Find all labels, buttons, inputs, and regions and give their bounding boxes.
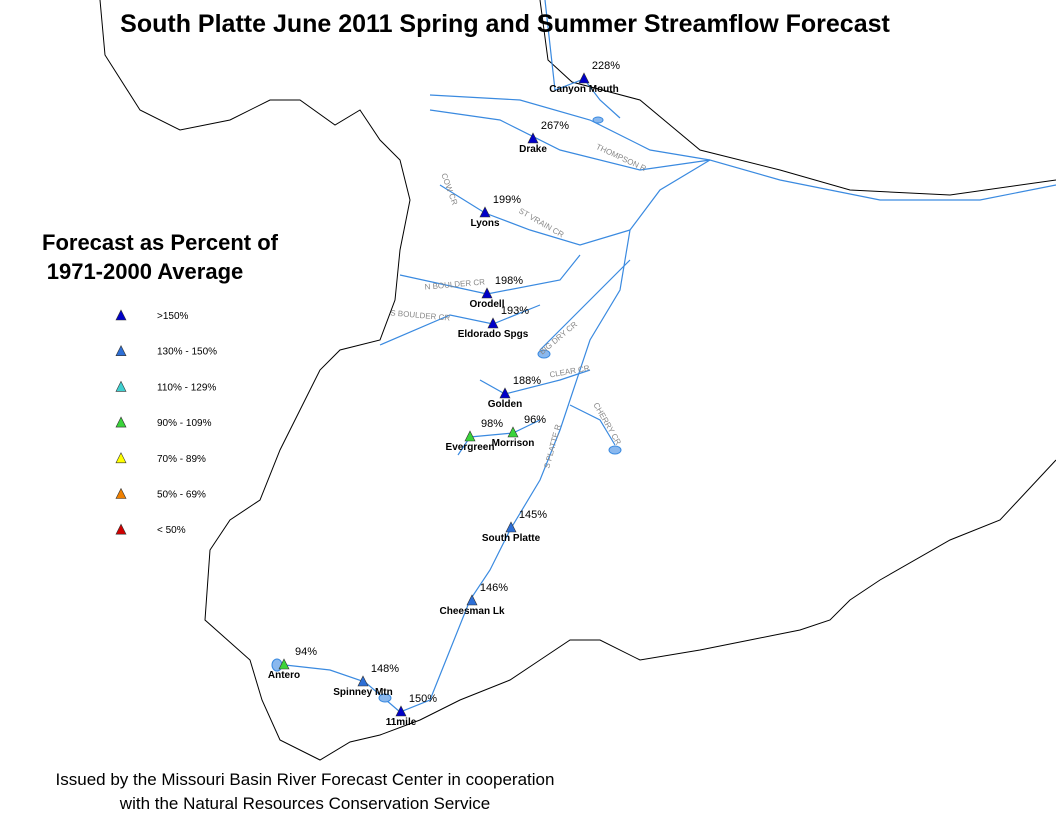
station-percent: 198%	[495, 275, 523, 287]
reservoir	[608, 445, 622, 455]
legend-title: 1971-2000 Average	[47, 259, 244, 284]
footer-text: with the Natural Resources Conservation …	[119, 794, 490, 813]
river	[399, 254, 581, 295]
footer-text: Issued by the Missouri Basin River Forec…	[56, 770, 555, 789]
legend-symbol	[115, 487, 127, 499]
legend-label: 130% - 150%	[157, 347, 217, 358]
station-percent: 148%	[371, 663, 399, 675]
station-percent: 188%	[513, 375, 541, 387]
station-marker	[578, 72, 590, 84]
reservoir	[537, 349, 551, 359]
legend-symbol	[115, 452, 127, 464]
station-percent: 193%	[501, 305, 529, 317]
station-marker	[507, 426, 519, 438]
station-name: Evergreen	[446, 442, 495, 453]
station-marker	[395, 705, 407, 717]
station-name: Orodell	[469, 299, 504, 310]
reservoir	[592, 116, 604, 124]
station-percent: 228%	[592, 60, 620, 72]
river	[429, 109, 711, 171]
station-name: Morrison	[492, 438, 535, 449]
station-marker	[499, 387, 511, 399]
legend-symbol	[115, 523, 127, 535]
legend-symbol	[115, 309, 127, 321]
station-name: Canyon Mouth	[549, 84, 618, 95]
legend-symbol	[115, 416, 127, 428]
station-marker	[466, 594, 478, 606]
river-label: THOMPSON R	[595, 142, 648, 173]
river-label: ST VRAIN CR	[517, 206, 565, 239]
river	[429, 94, 711, 161]
river	[479, 369, 591, 395]
river-label: CHERRY CR	[591, 401, 623, 447]
map-title: South Platte June 2011 Spring and Summer…	[120, 10, 890, 38]
station-name: Lyons	[470, 218, 500, 229]
basin-boundary	[539, 0, 1056, 196]
legend-label: 90% - 109%	[157, 418, 212, 429]
river	[457, 419, 541, 456]
station-name: 11mile	[386, 717, 417, 728]
legend-label: 70% - 89%	[157, 454, 206, 465]
reservoir	[378, 693, 392, 703]
station-name: Spinney Mtn	[333, 687, 392, 698]
legend-label: < 50%	[157, 525, 186, 536]
river	[539, 259, 631, 351]
river-label: N BOULDER CR	[424, 277, 485, 291]
station-marker	[487, 317, 499, 329]
river-label: COW CR	[439, 172, 459, 207]
station-name: Antero	[268, 670, 300, 681]
legend-title: Forecast as Percent of	[42, 230, 279, 255]
station-marker	[278, 658, 290, 670]
legend-label: 50% - 69%	[157, 490, 206, 501]
station-marker	[357, 675, 369, 687]
legend-symbol	[115, 380, 127, 392]
station-percent: 146%	[480, 582, 508, 594]
river-label: BIG DRY CR	[538, 320, 579, 357]
station-percent: 150%	[409, 693, 437, 705]
river	[284, 159, 1056, 713]
legend-label: 110% - 129%	[157, 382, 216, 393]
station-marker	[505, 521, 517, 533]
station-name: Eldorado Spgs	[458, 329, 529, 340]
station-marker	[464, 430, 476, 442]
station-percent: 145%	[519, 509, 547, 521]
station-name: Drake	[519, 144, 547, 155]
station-marker	[481, 287, 493, 299]
station-percent: 96%	[524, 414, 546, 426]
station-marker	[527, 132, 539, 144]
river-label: S PLATTE R	[542, 423, 562, 469]
station-name: South Platte	[482, 533, 541, 544]
station-percent: 199%	[493, 194, 521, 206]
river-label: S BOULDER CR	[390, 308, 451, 322]
legend-symbol	[115, 345, 127, 357]
river	[439, 184, 631, 246]
basin-boundary	[99, 0, 1056, 761]
station-percent: 267%	[541, 120, 569, 132]
station-name: Golden	[488, 399, 522, 410]
legend-label: >150%	[157, 311, 189, 322]
river	[379, 304, 541, 346]
station-percent: 94%	[295, 646, 317, 658]
station-marker	[479, 206, 491, 218]
station-percent: 98%	[481, 418, 503, 430]
station-name: Cheesman Lk	[439, 606, 504, 617]
river	[569, 404, 616, 446]
